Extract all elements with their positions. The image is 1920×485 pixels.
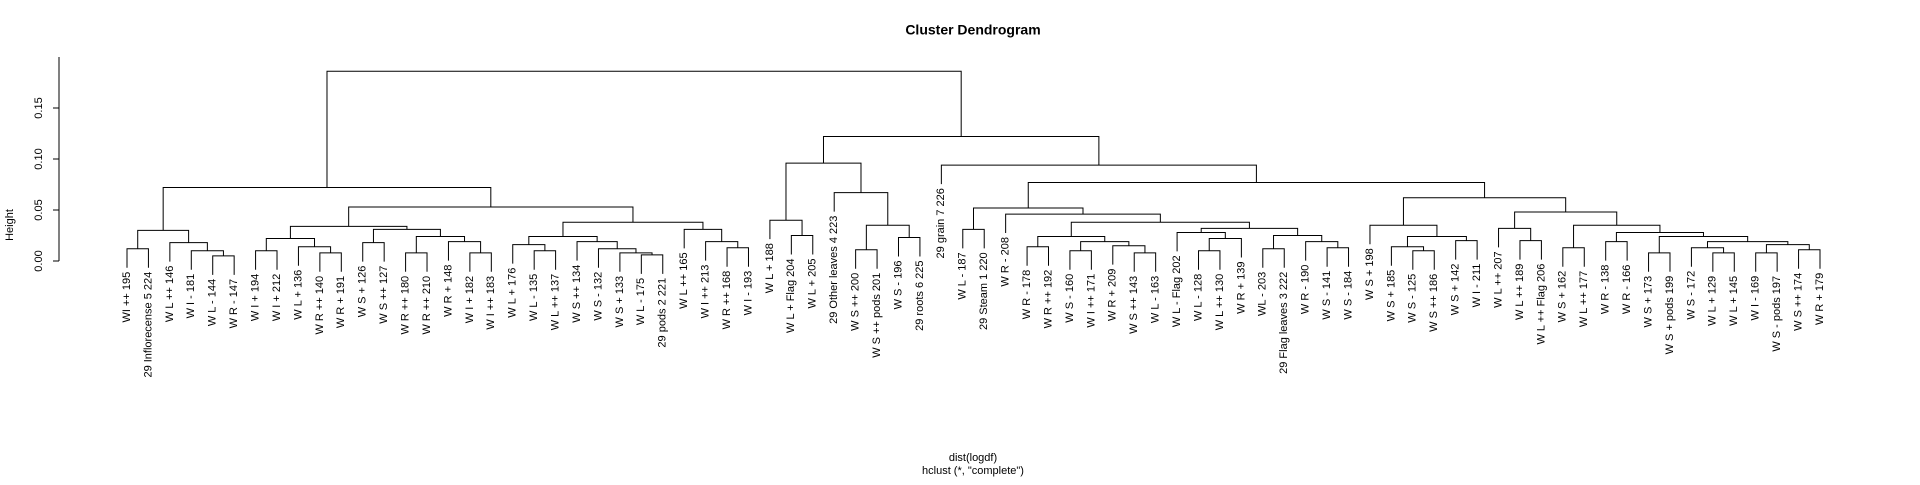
- leaf-label: W R - 166: [1621, 265, 1633, 315]
- leaf-label: W S ++ pods 201: [871, 273, 883, 358]
- leaf-label: 29 pods 2 221: [657, 278, 669, 348]
- leaf-label: W L + Flag 204: [785, 258, 797, 333]
- leaf-label: W S ++ 200: [850, 273, 862, 331]
- leaf-label: W L + 205: [807, 258, 819, 308]
- leaf-label: W L - 135: [528, 274, 540, 321]
- leaf-label: W S + 126: [357, 266, 369, 318]
- leaf-label: W I - 169: [1750, 276, 1762, 321]
- leaf-label: 29 Other leaves 4 223: [828, 216, 840, 324]
- leaf-label: W S - 141: [1321, 271, 1333, 320]
- leaf-label: W S - 125: [1407, 274, 1419, 323]
- leaf-label: W R - 190: [1300, 265, 1312, 315]
- leaf-label: W R + 148: [442, 265, 454, 317]
- leaf-label: 29 grain 7 226: [935, 188, 947, 258]
- leaf-label: W S + 173: [1642, 276, 1654, 328]
- y-tick-label: 0.15: [33, 97, 45, 118]
- leaf-label: W L ++ 137: [550, 274, 562, 330]
- leaf-label: W S + pods 199: [1664, 276, 1676, 355]
- chart-title: Cluster Dendrogram: [905, 22, 1040, 38]
- leaf-label: W L - 144: [207, 279, 219, 326]
- leaf-label: W R + 209: [1107, 269, 1119, 321]
- leaf-label: W L ++ 165: [678, 252, 690, 308]
- leaf-label: W I ++ 213: [700, 265, 712, 319]
- leaf-label: W I + 194: [249, 274, 261, 321]
- y-tick-label: 0.10: [33, 148, 45, 169]
- leaf-label: W S - pods 197: [1771, 276, 1783, 352]
- leaf-label: W S - 172: [1685, 271, 1697, 320]
- leaf-label: W R ++ 210: [421, 276, 433, 335]
- leaf-label: W R ++ 192: [1042, 270, 1054, 329]
- leaf-label: W L ++ 189: [1514, 264, 1526, 320]
- leaf-label: W S + 198: [1364, 248, 1376, 300]
- leaf-label: W I - 193: [742, 271, 754, 316]
- leaf-label: W L - 163: [1150, 276, 1162, 323]
- leaf-label: WI ++ 195: [121, 272, 133, 323]
- leaf-label: W L + 145: [1728, 276, 1740, 326]
- subtitle: hclust (*, "complete"): [922, 465, 1024, 477]
- y-tick-label: 0.05: [33, 199, 45, 220]
- leaf-label: W L ++ 146: [164, 266, 176, 322]
- leaf-label: W R + 191: [335, 276, 347, 328]
- leaf-label: W R - 208: [1000, 237, 1012, 287]
- leaf-label: W R - 178: [1021, 270, 1033, 320]
- leaf-label: 29 roots 6 225: [914, 261, 926, 331]
- leaf-label: W L ++ Flag 206: [1535, 264, 1547, 345]
- leaf-label: 29 Steam 1 220: [978, 252, 990, 330]
- leaf-label: W I + 212: [271, 274, 283, 321]
- leaf-label: W R + 179: [1814, 273, 1826, 325]
- leaf-label: W S ++ 186: [1428, 274, 1440, 332]
- leaf-label: W S - 160: [1064, 274, 1076, 323]
- leaf-label: 29 Inflorecense 5 224: [142, 272, 154, 378]
- leaf-label: W I ++ 183: [485, 276, 497, 330]
- merge-link: [326, 70, 962, 188]
- leaf-label: W L - 175: [635, 278, 647, 325]
- leaf-label: W I - 211: [1471, 264, 1483, 308]
- leaf-label: W S ++ 127: [378, 266, 390, 324]
- leaf-label: W L ++ 177: [1578, 271, 1590, 327]
- leaf-label: W L - 187: [957, 252, 969, 299]
- leaf-label: W L + 188: [764, 243, 776, 293]
- leaf-label: W L - Flag 202: [1171, 255, 1183, 327]
- leaf-label: W L + 176: [507, 268, 519, 318]
- leaf-label: W S - 184: [1342, 271, 1354, 320]
- leaf-label: W R ++ 180: [400, 276, 412, 335]
- y-tick-label: 0.00: [33, 250, 45, 271]
- leaf-label: 29 Flag leaves 3 222: [1278, 272, 1290, 374]
- y-axis-label: Height: [4, 209, 16, 241]
- leaf-label: W L + 136: [292, 270, 304, 320]
- leaf-label: W S ++ 143: [1128, 276, 1140, 334]
- leaf-label: W S + 142: [1450, 264, 1462, 316]
- leaf-label: W S + 162: [1557, 271, 1569, 323]
- leaf-label: W S + 133: [614, 276, 626, 328]
- leaf-label: W R - 147: [228, 279, 240, 329]
- leaf-label: W S - 196: [892, 261, 904, 310]
- leaf-label: W S ++ 174: [1792, 273, 1804, 331]
- leaf-label: W L ++ 207: [1492, 251, 1504, 307]
- leaf-label: W I - 181: [185, 274, 197, 319]
- leaf-label: W R ++ 140: [314, 276, 326, 335]
- leaf-label: W I ++ 171: [1085, 274, 1097, 328]
- leaf-label: W R + 139: [1235, 262, 1247, 314]
- leaf-label: W L ++ 130: [1214, 274, 1226, 330]
- leaf-label: W S ++ 134: [571, 265, 583, 323]
- leaf-label: W L - 128: [1192, 274, 1204, 321]
- leaf-label: W R ++ 168: [721, 271, 733, 330]
- leaf-label: W L + 129: [1707, 276, 1719, 326]
- x-axis-label: dist(logdf): [949, 452, 997, 464]
- leaf-label: W S + 185: [1385, 270, 1397, 322]
- leaf-label: WL - 203: [1257, 272, 1269, 316]
- leaf-label: W R - 138: [1600, 265, 1612, 315]
- leaf-label: W I + 182: [464, 276, 476, 323]
- leaf-label: W S - 132: [592, 272, 604, 321]
